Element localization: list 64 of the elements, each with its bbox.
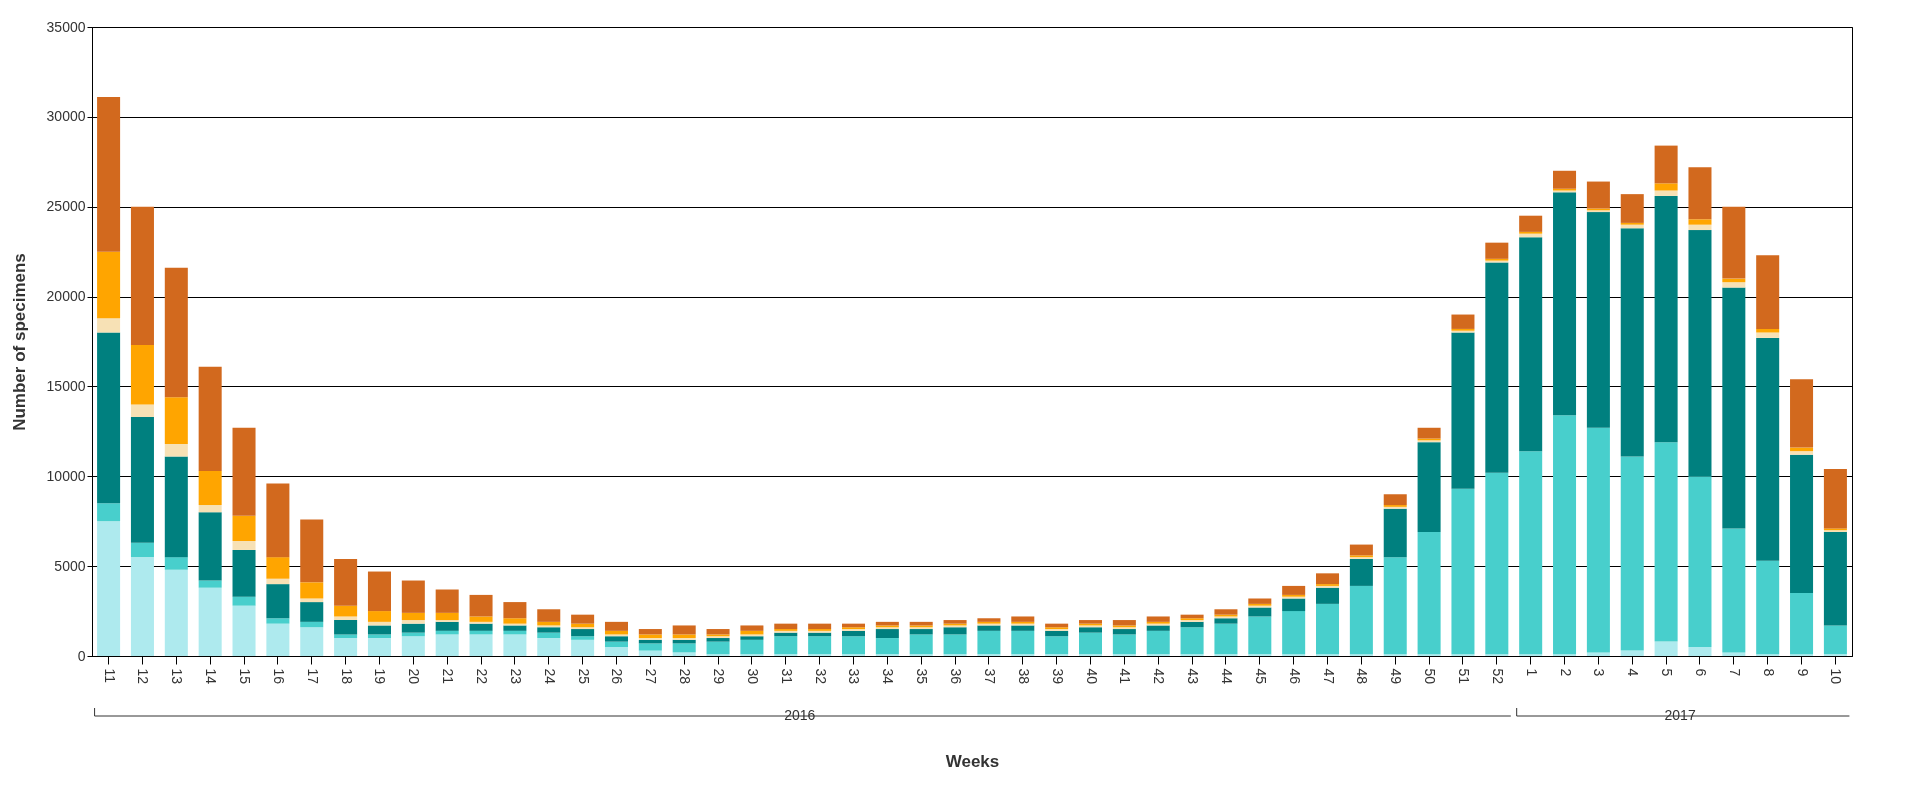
y-axis-title: Number of specimens (9, 253, 29, 431)
x-tick-label: 8 (1760, 668, 1777, 677)
x-tick-label: 23 (507, 668, 524, 685)
x-tick-label: 25 (575, 668, 592, 685)
x-tick-label: 44 (1218, 668, 1235, 685)
x-tick-label: 14 (203, 668, 220, 685)
x-tick-label: 43 (1185, 668, 1202, 685)
x-tick-label: 6 (1692, 668, 1709, 677)
x-tick-label: 39 (1049, 668, 1066, 685)
y-tick-label: 30000 (46, 108, 86, 125)
x-tick-label: 47 (1320, 668, 1337, 685)
x-tick-label: 31 (778, 668, 795, 685)
x-tick-label: 12 (135, 668, 152, 685)
x-tick-label: 24 (541, 668, 558, 685)
x-tick-label: 10 (1828, 668, 1845, 685)
x-tick-label: 52 (1489, 668, 1506, 685)
y-tick-label: 35000 (46, 18, 86, 35)
y-tick-label: 0 (77, 647, 86, 664)
x-tick-label: 50 (1422, 668, 1439, 685)
x-tick-label: 41 (1117, 668, 1134, 685)
x-tick-label: 11 (101, 668, 118, 684)
x-tick-label: 35 (914, 668, 931, 685)
y-tick-label: 25000 (46, 198, 86, 215)
x-tick-label: 36 (948, 668, 965, 685)
x-tick-label: 18 (338, 668, 355, 685)
text: 2016 (784, 707, 816, 723)
x-tick-label: 15 (237, 668, 254, 685)
x-tick-label: 7 (1726, 668, 1743, 677)
text: 2017 (1664, 707, 1696, 723)
x-tick-label: 2 (1557, 668, 1574, 677)
x-tick-label: 38 (1015, 668, 1032, 685)
x-tick-label: 45 (1252, 668, 1269, 685)
x-tick-label: 33 (846, 668, 863, 685)
x-tick-label: 46 (1286, 668, 1303, 685)
x-tick-label: 30 (744, 668, 761, 685)
x-tick-label: 13 (169, 668, 186, 685)
x-tick-label: 21 (440, 668, 457, 685)
x-tick-label: 29 (711, 668, 728, 685)
x-tick-label: 34 (880, 668, 897, 685)
x-tick-label: 19 (372, 668, 389, 685)
x-tick-label: 49 (1388, 668, 1405, 685)
x-tick-label: 48 (1354, 668, 1371, 685)
x-tick-label: 5 (1659, 668, 1676, 677)
x-tick-label: 1 (1523, 668, 1540, 677)
x-tick-label: 9 (1794, 668, 1811, 677)
x-tick-label: 51 (1455, 668, 1472, 685)
x-tick-label: 22 (474, 668, 491, 685)
y-tick-label: 15000 (46, 377, 86, 394)
y-tick-label: 5000 (54, 557, 86, 574)
x-tick-label: 32 (812, 668, 829, 685)
x-tick-label: 27 (643, 668, 660, 685)
x-tick-label: 3 (1591, 668, 1608, 677)
x-tick-label: 4 (1625, 668, 1642, 677)
x-tick-label: 26 (609, 668, 626, 685)
x-tick-label: 37 (981, 668, 998, 685)
x-tick-label: 42 (1151, 668, 1168, 685)
x-tick-label: 40 (1083, 668, 1100, 685)
x-tick-label: 20 (406, 668, 423, 685)
x-tick-label: 16 (270, 668, 287, 685)
x-tick-label: 28 (677, 668, 694, 685)
y-tick-label: 20000 (46, 288, 86, 305)
y-tick-label: 10000 (46, 467, 86, 484)
x-tick-label: 17 (304, 668, 321, 685)
x-axis-title: Weeks (945, 752, 1000, 772)
